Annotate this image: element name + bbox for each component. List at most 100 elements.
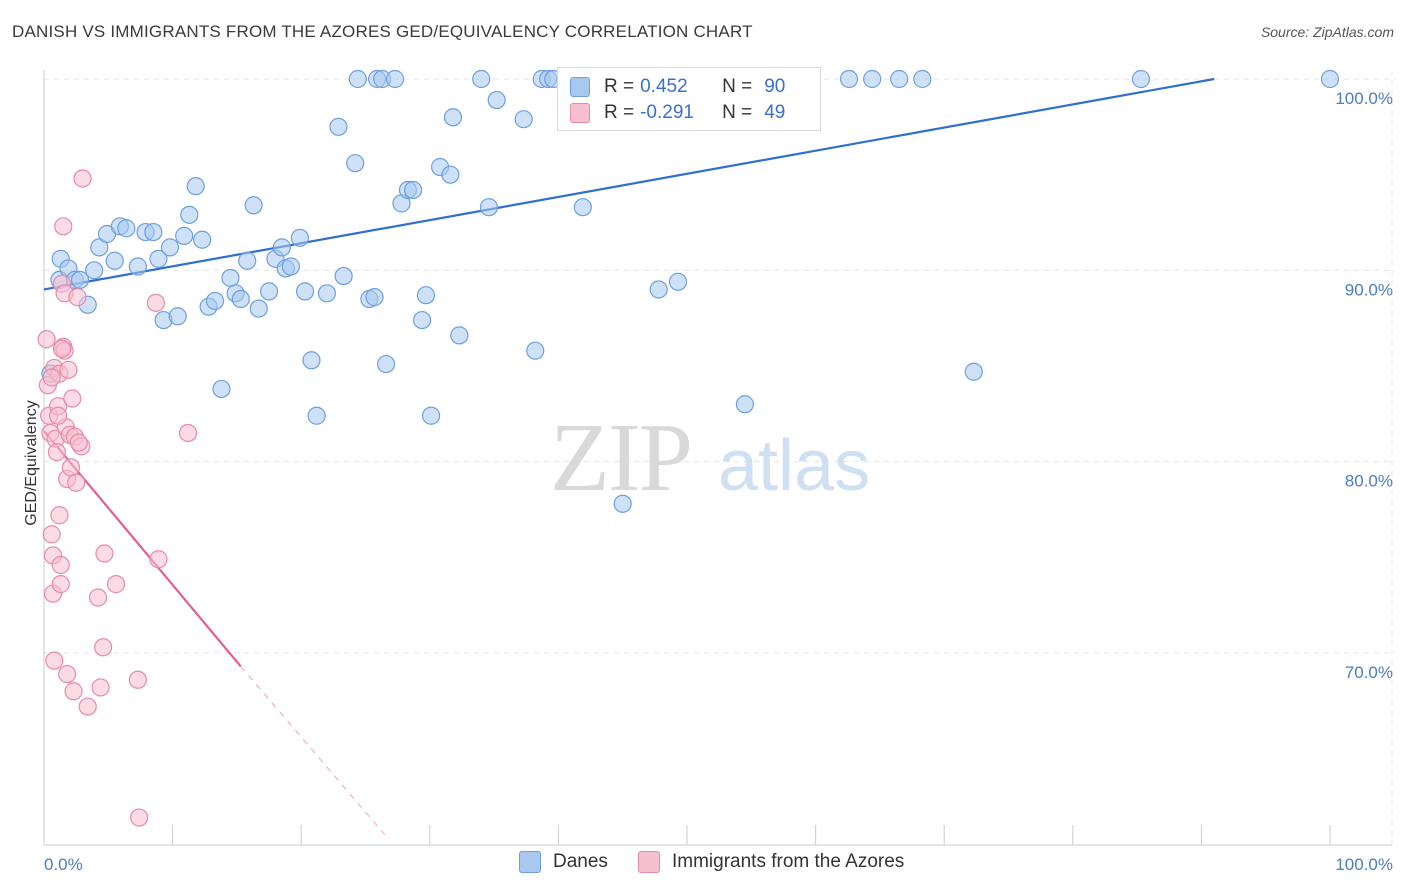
point-azores: [63, 389, 82, 408]
point-danes: [334, 266, 353, 286]
point-danes: [212, 379, 231, 399]
point-danes: [443, 108, 463, 127]
point-azores: [178, 423, 198, 443]
point-danes: [573, 198, 592, 217]
legend-row-danes: R = 0.452 N = 90: [570, 75, 785, 99]
point-danes: [450, 326, 469, 345]
point-azores: [149, 550, 168, 569]
point-danes: [249, 299, 268, 318]
point-danes: [1131, 69, 1151, 89]
point-azores: [47, 443, 66, 462]
point-danes: [193, 230, 212, 249]
point-azores: [88, 588, 108, 607]
point-danes: [346, 154, 365, 173]
point-danes: [244, 196, 263, 215]
point-danes: [149, 249, 168, 268]
legend-n-value: 49: [764, 102, 786, 123]
point-azores: [54, 217, 73, 236]
point-azores: [130, 808, 149, 827]
point-danes: [487, 90, 506, 110]
point-azores: [45, 651, 64, 670]
point-azores: [95, 544, 114, 563]
legend-n-label: N =: [722, 76, 753, 97]
point-danes: [514, 110, 533, 129]
watermark-atlas: atlas: [718, 426, 870, 506]
point-danes: [186, 177, 205, 196]
axes: [43, 70, 1392, 846]
point-azores: [50, 506, 69, 525]
legend-swatch-danes: [519, 851, 541, 873]
point-danes: [913, 69, 932, 89]
point-azores: [58, 664, 77, 684]
point-danes: [105, 251, 124, 270]
point-danes: [964, 362, 983, 381]
point-azores: [67, 473, 86, 492]
y-tick-label: 100.0%: [1335, 89, 1393, 108]
series-legend: Danes Immigrants from the Azores: [0, 851, 1406, 877]
point-azores: [61, 458, 81, 477]
point-danes: [421, 406, 441, 425]
point-azores: [51, 555, 70, 575]
legend-swatch-danes: [570, 77, 590, 97]
point-azores: [78, 697, 97, 716]
legend-swatch-azores: [570, 103, 590, 123]
legend-label-danes: Danes: [553, 851, 608, 872]
point-danes: [479, 198, 499, 217]
point-danes: [281, 257, 301, 276]
point-danes: [272, 238, 292, 257]
x-tick-label: 0.0%: [44, 855, 83, 874]
point-danes: [175, 226, 194, 245]
point-danes: [412, 310, 432, 330]
point-danes: [613, 494, 632, 513]
point-danes: [238, 251, 257, 270]
legend-r-label: R =: [604, 76, 635, 97]
point-azores: [64, 682, 83, 701]
source-label: Source: ZipAtlas.com: [1260, 24, 1394, 40]
y-tick-label: 70.0%: [1345, 663, 1393, 682]
point-danes: [839, 69, 859, 89]
point-azores: [106, 575, 126, 594]
point-danes: [302, 351, 321, 370]
legend-n-label: N =: [722, 102, 753, 123]
point-danes: [128, 257, 147, 276]
point-danes: [290, 228, 310, 247]
point-danes: [329, 117, 348, 136]
point-danes: [403, 180, 423, 200]
point-azores: [52, 339, 72, 358]
legend-r-label: R =: [604, 102, 635, 123]
point-danes: [307, 406, 326, 425]
point-danes: [649, 280, 668, 299]
legend-item-danes: Danes: [519, 851, 608, 873]
point-azores: [37, 330, 56, 349]
point-azores: [68, 288, 87, 307]
legend-r-value: 0.452: [640, 76, 688, 97]
point-danes: [160, 238, 180, 257]
point-danes: [735, 395, 754, 414]
legend-n-value: 90: [764, 76, 786, 97]
chart-title: DANISH VS IMMIGRANTS FROM THE AZORES GED…: [12, 22, 753, 41]
point-danes: [526, 341, 545, 360]
point-azores: [128, 670, 147, 689]
point-azores: [73, 169, 92, 188]
point-danes: [205, 291, 225, 311]
point-azores: [42, 525, 61, 544]
point-azores: [146, 293, 165, 312]
point-danes: [295, 282, 315, 301]
point-danes: [180, 205, 199, 224]
point-azores: [91, 678, 110, 697]
x-tick-label: 100.0%: [1335, 855, 1393, 874]
point-danes: [365, 288, 384, 307]
point-danes: [890, 69, 909, 89]
legend-item-azores: Immigrants from the Azores: [638, 851, 904, 873]
legend-r-value: -0.291: [640, 102, 694, 123]
point-azores: [51, 575, 70, 594]
point-danes: [1320, 69, 1340, 89]
stats-legend: R = 0.452 N = 90 R = -0.291 N = 49: [557, 67, 821, 131]
point-danes: [221, 268, 240, 288]
trendline-azores-extension: [240, 666, 386, 836]
tick-labels: 70.0% 80.0% 90.0% 100.0% 0.0% 100.0%: [44, 89, 1393, 874]
y-tick-label: 90.0%: [1345, 280, 1393, 299]
legend-row-azores: R = -0.291 N = 49: [570, 101, 785, 125]
point-danes: [348, 69, 367, 89]
